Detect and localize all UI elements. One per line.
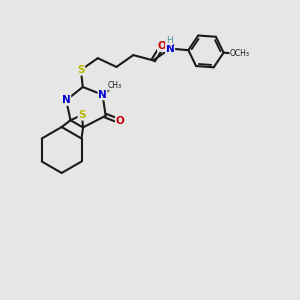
Text: O: O: [158, 41, 167, 51]
Text: S: S: [78, 110, 86, 120]
Text: N: N: [166, 44, 175, 54]
Text: N: N: [62, 95, 70, 105]
Text: O: O: [116, 116, 124, 126]
Text: S: S: [77, 65, 85, 75]
Text: N: N: [98, 90, 107, 100]
Text: OCH₃: OCH₃: [230, 49, 250, 58]
Text: CH₃: CH₃: [108, 81, 122, 90]
Text: H: H: [166, 36, 172, 45]
